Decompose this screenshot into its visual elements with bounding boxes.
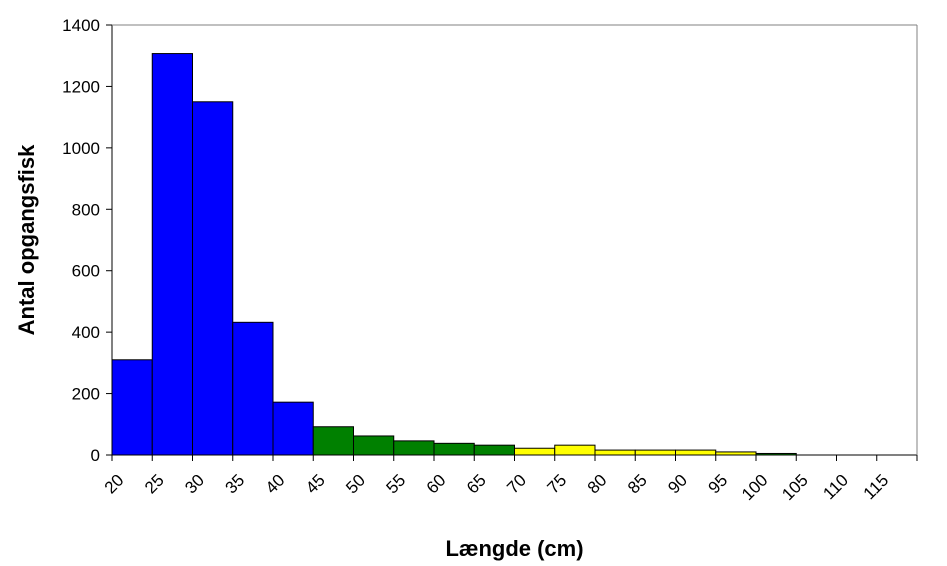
bar-65	[473, 444, 515, 456]
x-tick-label-75: 75	[543, 471, 570, 498]
bar-50	[353, 435, 395, 456]
x-tick-label-35: 35	[221, 471, 248, 498]
x-tick-label-80: 80	[584, 471, 611, 498]
x-tick-label-95: 95	[704, 471, 731, 498]
bar-75	[554, 444, 596, 456]
bar-55	[393, 440, 435, 456]
x-tick-label-65: 65	[463, 471, 490, 498]
x-tick-label-55: 55	[382, 471, 409, 498]
bar-25	[151, 53, 193, 456]
y-tick-label: 400	[72, 323, 100, 342]
x-tick-label-100: 100	[738, 471, 771, 504]
x-axis-title: Længde (cm)	[445, 536, 583, 561]
bar-45	[312, 426, 354, 456]
x-tick-label-105: 105	[778, 471, 811, 504]
y-axis-title: Antal opgangsfisk	[14, 144, 39, 335]
bars-group	[111, 53, 797, 456]
y-tick-label: 800	[72, 200, 100, 219]
bar-30	[192, 101, 234, 456]
x-tick-label-25: 25	[141, 471, 168, 498]
y-tick-label: 1000	[62, 139, 100, 158]
y-tick-label: 0	[91, 446, 100, 465]
x-tick-label-50: 50	[342, 471, 369, 498]
x-tick-label-45: 45	[302, 471, 329, 498]
x-tick-label-60: 60	[423, 471, 450, 498]
bar-85	[634, 449, 676, 456]
y-tick-label: 600	[72, 262, 100, 281]
x-tick-label-90: 90	[664, 471, 691, 498]
bar-90	[675, 449, 717, 456]
y-tick-label: 200	[72, 385, 100, 404]
x-tick-label-70: 70	[503, 471, 530, 498]
x-tick-label-85: 85	[624, 471, 651, 498]
y-ticks-group: 0 200 400 600 800 1000 1200 1400	[62, 16, 112, 465]
bar-35	[232, 321, 274, 456]
bar-20	[111, 359, 153, 456]
bar-80	[594, 449, 636, 456]
x-ticks-group: 20 25 30 35 40 45 50 55 60 65 70 75 80 85 90 95 100 105 11…	[101, 455, 918, 504]
bar-60	[433, 442, 475, 456]
y-tick-label: 1400	[62, 16, 100, 35]
bar-70	[514, 447, 556, 456]
x-tick-label-40: 40	[262, 471, 289, 498]
x-tick-label-20: 20	[101, 471, 128, 498]
y-tick-label: 1200	[62, 77, 100, 96]
bar-40	[272, 401, 314, 456]
x-tick-label-110: 110	[819, 471, 852, 504]
x-tick-label-115: 115	[860, 471, 893, 504]
x-tick-label-30: 30	[181, 471, 208, 498]
